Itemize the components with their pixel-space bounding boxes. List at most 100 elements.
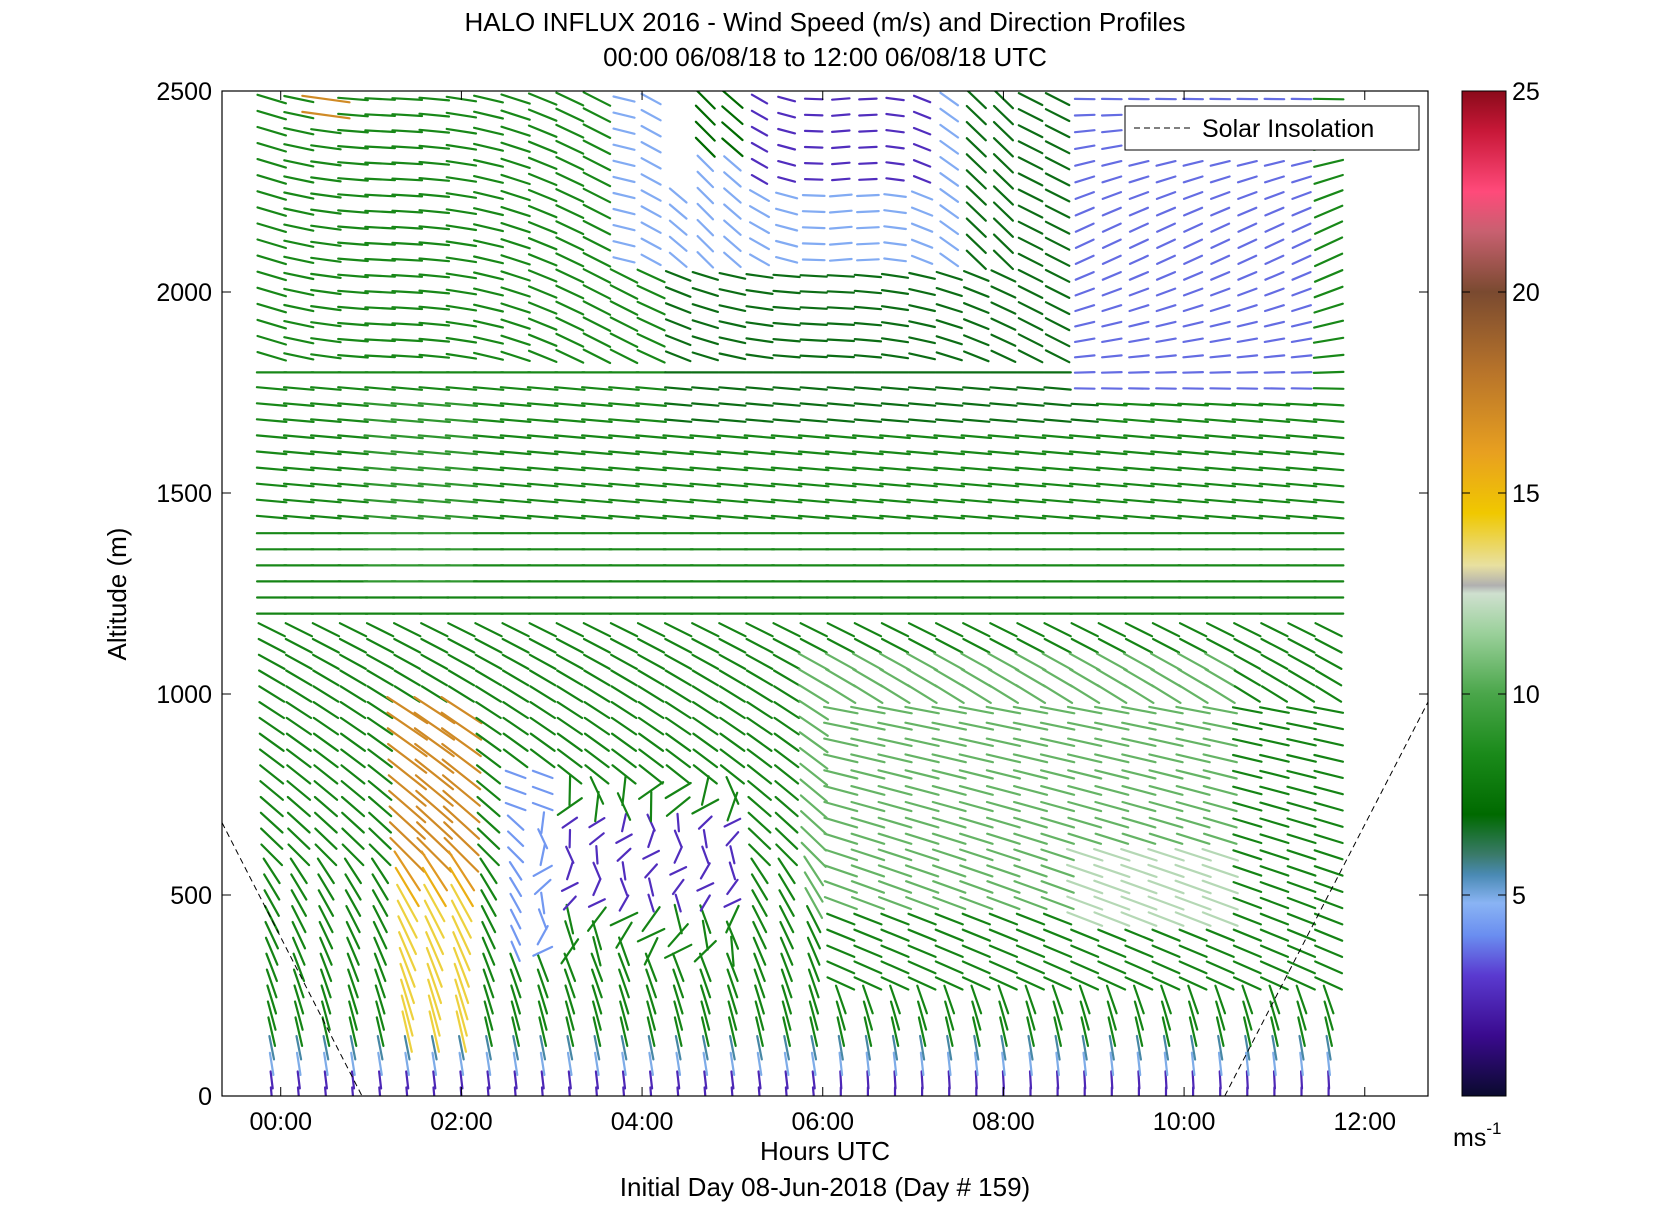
wind-vector xyxy=(386,727,428,758)
wind-vector xyxy=(1109,1051,1115,1077)
wind-vector xyxy=(1322,984,1335,1015)
wind-vector xyxy=(1015,928,1046,942)
wind-vector xyxy=(770,466,803,472)
wind-vector xyxy=(965,120,987,142)
wind-vector xyxy=(285,716,312,736)
wind-vector xyxy=(256,142,287,153)
wind-vector xyxy=(364,161,396,166)
wind-vector xyxy=(1012,769,1049,780)
wind-vector xyxy=(691,622,720,638)
wind-vector xyxy=(826,338,856,343)
wind-vector xyxy=(414,758,455,791)
wind-vector xyxy=(939,91,960,107)
wind-vector xyxy=(324,1086,327,1096)
wind-vector xyxy=(939,220,960,236)
wind-vector xyxy=(696,218,715,237)
wind-vector xyxy=(965,217,987,238)
wind-vector xyxy=(338,637,367,654)
wind-vector xyxy=(413,711,456,741)
wind-vector xyxy=(363,450,397,456)
wind-vector xyxy=(371,857,390,885)
wind-vector xyxy=(1263,320,1286,328)
wind-vector xyxy=(965,169,987,190)
wind-vector xyxy=(1313,817,1344,828)
wind-vector xyxy=(803,855,825,887)
wind-vector xyxy=(640,124,662,138)
wind-vector xyxy=(1287,669,1316,687)
wind-vector xyxy=(444,466,479,472)
wind-vector xyxy=(850,816,886,829)
wind-vector xyxy=(420,622,449,638)
wind-vector xyxy=(394,866,420,908)
wind-vector xyxy=(255,402,288,407)
wind-vector xyxy=(1073,371,1096,374)
wind-vector xyxy=(512,1034,520,1061)
wind-vector xyxy=(992,201,1015,222)
wind-vector xyxy=(555,252,585,268)
wind-vector xyxy=(529,748,556,769)
wind-vector xyxy=(965,104,987,126)
wind-vector xyxy=(509,952,522,983)
wind-vector xyxy=(673,829,683,848)
wind-vector xyxy=(962,286,990,298)
wind-vector xyxy=(721,91,744,109)
wind-vector xyxy=(1042,944,1073,959)
wind-vector xyxy=(337,450,369,456)
wind-vector xyxy=(294,1016,304,1048)
wind-vector xyxy=(1133,1000,1145,1031)
wind-vector xyxy=(562,895,577,911)
wind-vector xyxy=(283,336,315,345)
y-tick-label: 500 xyxy=(170,882,212,910)
wind-vector xyxy=(1258,706,1290,714)
wind-vector xyxy=(701,845,710,865)
wind-vector xyxy=(1272,1051,1277,1077)
wind-vector xyxy=(973,1034,980,1061)
wind-vector xyxy=(1259,928,1290,942)
wind-vector xyxy=(557,764,583,785)
wind-vector xyxy=(637,780,665,801)
solar-insolation-line-evening xyxy=(1224,701,1429,1097)
wind-vector xyxy=(387,742,428,774)
wind-vector xyxy=(1074,287,1096,297)
wind-vector xyxy=(1314,653,1343,671)
wind-vector xyxy=(880,402,910,407)
wind-vector xyxy=(1286,817,1317,828)
wind-vector xyxy=(528,669,557,687)
wind-vector xyxy=(664,716,692,736)
wind-vector xyxy=(1101,238,1122,249)
wind-vector xyxy=(699,894,711,912)
wind-vector xyxy=(618,968,630,999)
wind-vector xyxy=(257,637,286,654)
wind-vector xyxy=(1025,1000,1036,1031)
wind-vector xyxy=(689,434,722,440)
wind-vector xyxy=(1286,769,1317,780)
wind-vector xyxy=(444,514,479,520)
wind-vector xyxy=(255,386,288,391)
wind-vector xyxy=(745,337,774,344)
wind-vector xyxy=(1182,175,1204,184)
wind-vector xyxy=(723,203,742,220)
wind-vector xyxy=(747,795,772,818)
wind-vector xyxy=(970,984,983,1015)
wind-vector xyxy=(417,498,451,504)
wind-vector xyxy=(1313,706,1345,714)
wind-vector xyxy=(445,143,478,151)
wind-vector xyxy=(988,912,1019,926)
wind-vector xyxy=(780,968,793,999)
wind-vector xyxy=(1092,847,1131,862)
x-tick-label: 00:00 xyxy=(249,1108,312,1136)
wind-vector xyxy=(1201,847,1240,862)
wind-vector xyxy=(721,121,744,142)
wind-vector xyxy=(283,223,315,232)
wind-vector xyxy=(295,1034,303,1061)
wind-vector xyxy=(1204,450,1237,456)
wind-vector xyxy=(694,136,716,158)
wind-vector xyxy=(880,337,910,344)
wind-vector xyxy=(1164,1070,1168,1090)
wind-vector xyxy=(823,816,859,829)
wind-vector xyxy=(1014,498,1047,504)
wind-vector xyxy=(1264,287,1285,297)
wind-vector xyxy=(1041,652,1074,672)
wind-vector xyxy=(939,139,960,155)
wind-vector xyxy=(339,669,367,687)
